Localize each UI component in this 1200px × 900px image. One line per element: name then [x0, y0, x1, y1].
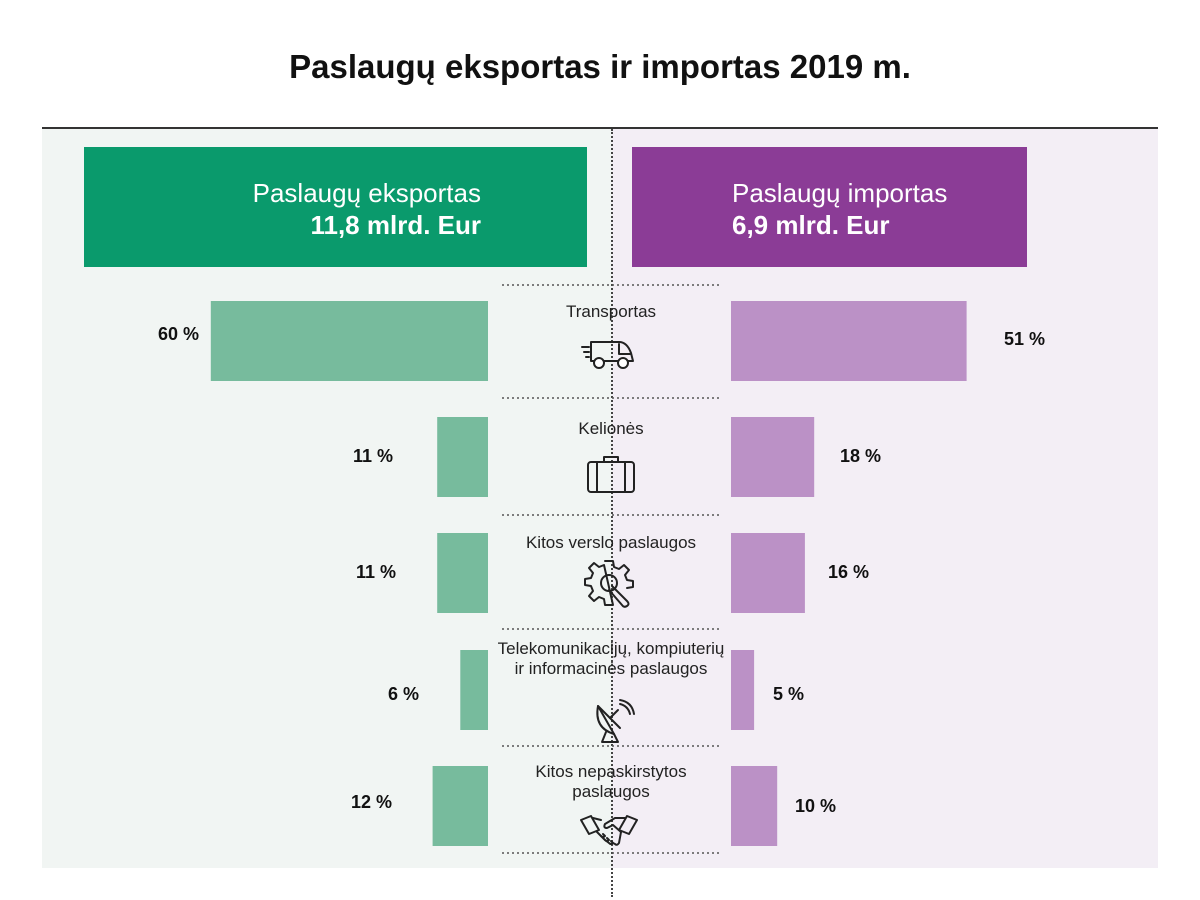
export-bar-keliones: [437, 417, 488, 497]
import-value-label-transportas: 51 %: [1004, 329, 1046, 349]
import-value-label-keliones: 18 %: [840, 446, 882, 466]
import-bar-kitos-verslo: [731, 533, 805, 613]
category-label-telekomunikaciju: Telekomunikacijų, kompiuterių ir informa…: [497, 639, 725, 678]
export-bar-kitos-verslo: [437, 533, 488, 613]
export-header: Paslaugų eksportas 11,8 mlrd. Eur: [84, 147, 587, 267]
import-bar-telekomunikaciju: [731, 650, 755, 730]
export-series-name: Paslaugų eksportas: [252, 178, 481, 208]
export-bar-kitos-nepaskirstytos: [432, 766, 488, 846]
export-value-label-kitos-verslo: 11 %: [356, 562, 397, 582]
export-value-label-transportas: 60 %: [158, 324, 200, 344]
export-bar-transportas: [210, 301, 489, 381]
export-total: 11,8 mlrd. Eur: [310, 210, 481, 240]
delivery-truck-icon: [581, 341, 634, 369]
export-value-label-kitos-nepaskirstytos: 12 %: [351, 792, 393, 812]
import-bar-transportas: [731, 301, 967, 381]
handshake-icon: [580, 815, 638, 846]
export-bar-telekomunikaciju: [460, 650, 488, 730]
satellite-dish-icon: [596, 699, 635, 743]
suitcase-icon: [587, 456, 635, 493]
import-value-label-kitos-nepaskirstytos: 10 %: [795, 796, 837, 816]
import-value-label-telekomunikaciju: 5 %: [773, 684, 805, 704]
import-total: 6,9 mlrd. Eur: [732, 210, 890, 240]
category-label-transportas: Transportas: [565, 302, 657, 321]
category-label-kitos-nepaskirstytos: Kitos nepaskirstytos paslaugos: [535, 762, 687, 801]
gear-wrench-icon: [584, 560, 634, 608]
category-label-kitos-verslo: Kitos verslo paslaugos: [525, 533, 697, 552]
import-bar-kitos-nepaskirstytos: [731, 766, 778, 846]
import-series-name: Paslaugų importas: [732, 178, 948, 208]
import-bar-keliones: [731, 417, 815, 497]
chart-title: Paslaugų eksportas ir importas 2019 m.: [289, 48, 911, 85]
top-rule: [42, 127, 1158, 129]
import-header: Paslaugų importas 6,9 mlrd. Eur: [632, 147, 1027, 267]
category-label-keliones: Kelionės: [578, 419, 644, 438]
import-value-label-kitos-verslo: 16 %: [828, 562, 870, 582]
export-value-label-telekomunikaciju: 6 %: [388, 684, 420, 704]
center-divider: [611, 129, 613, 897]
export-value-label-keliones: 11 %: [353, 446, 394, 466]
